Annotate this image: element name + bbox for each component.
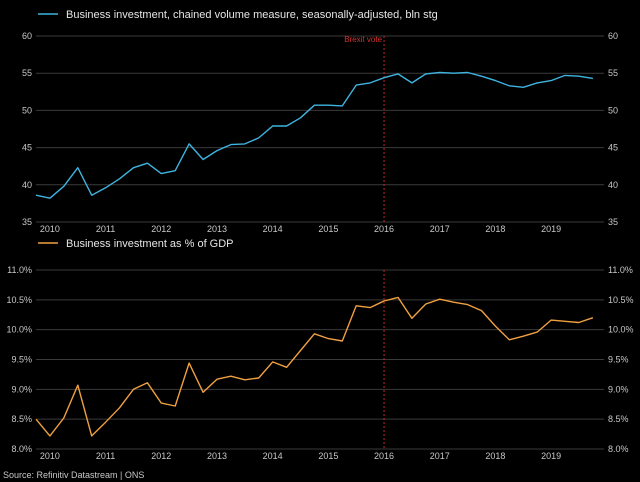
y-tick-label-left: 50 <box>22 105 32 115</box>
legend-label: Business investment as % of GDP <box>66 238 234 250</box>
series-line <box>35 71 594 199</box>
y-tick-label-left: 60 <box>22 31 32 41</box>
x-tick-label: 2019 <box>541 224 561 234</box>
x-tick-label: 2012 <box>151 451 171 461</box>
y-tick-label-left: 9.5% <box>11 355 32 365</box>
y-tick-label-right: 40 <box>608 180 618 190</box>
y-tick-label-right: 10.0% <box>608 325 634 335</box>
y-tick-label-left: 10.0% <box>6 325 32 335</box>
brexit-annotation: Brexit vote <box>344 35 382 44</box>
y-tick-label-left: 8.0% <box>11 444 32 454</box>
x-tick-label: 2017 <box>430 224 450 234</box>
source-text: Source: Refinitiv Datastream | ONS <box>3 470 144 480</box>
x-tick-label: 2014 <box>263 224 283 234</box>
y-tick-label-left: 35 <box>22 217 32 227</box>
legend-label: Business investment, chained volume meas… <box>66 9 438 21</box>
y-tick-label-right: 50 <box>608 105 618 115</box>
y-tick-label-right: 9.0% <box>608 384 629 394</box>
y-tick-label-left: 10.5% <box>6 295 32 305</box>
bottom-panel: 8.0% 8.0% 8.5% 8.5% 9.0% 9.0% 9.5% 9.5% 10.0% 10.… <box>6 238 633 461</box>
x-tick-label: 2011 <box>96 224 115 234</box>
x-tick-label: 2010 <box>40 451 60 461</box>
x-tick-label: 2018 <box>485 451 505 461</box>
x-tick-label: 2016 <box>374 451 394 461</box>
y-tick-label-right: 9.5% <box>608 355 629 365</box>
x-tick-label: 2010 <box>40 224 60 234</box>
x-tick-label: 2013 <box>207 451 227 461</box>
y-tick-label-right: 60 <box>608 31 618 41</box>
x-tick-label: 2011 <box>96 451 115 461</box>
y-tick-label-right: 10.5% <box>608 295 634 305</box>
y-tick-label-left: 55 <box>22 68 32 78</box>
y-tick-label-right: 11.0% <box>608 265 633 275</box>
y-tick-label-right: 8.5% <box>608 414 629 424</box>
x-tick-label: 2017 <box>430 451 450 461</box>
x-tick-label: 2015 <box>318 224 338 234</box>
y-tick-label-right: 55 <box>608 68 618 78</box>
x-tick-label: 2013 <box>207 224 227 234</box>
x-tick-label: 2012 <box>151 224 171 234</box>
y-tick-label-left: 9.0% <box>11 384 32 394</box>
x-tick-label: 2019 <box>541 451 561 461</box>
x-tick-label: 2016 <box>374 224 394 234</box>
x-tick-label: 2014 <box>263 451 283 461</box>
y-tick-label-right: 45 <box>608 143 618 153</box>
y-tick-label-left: 8.5% <box>11 414 32 424</box>
x-tick-label: 2015 <box>318 451 338 461</box>
y-tick-label-left: 45 <box>22 143 32 153</box>
x-tick-label: 2018 <box>485 224 505 234</box>
y-tick-label-right: 35 <box>608 217 618 227</box>
y-tick-label-left: 11.0% <box>7 265 32 275</box>
y-tick-label-left: 40 <box>22 180 32 190</box>
y-tick-label-right: 8.0% <box>608 444 629 454</box>
series-line <box>35 296 594 437</box>
top-panel: 35 35 40 40 45 45 50 50 55 55 60 60 2010 2011 2012 2013… <box>22 9 618 234</box>
